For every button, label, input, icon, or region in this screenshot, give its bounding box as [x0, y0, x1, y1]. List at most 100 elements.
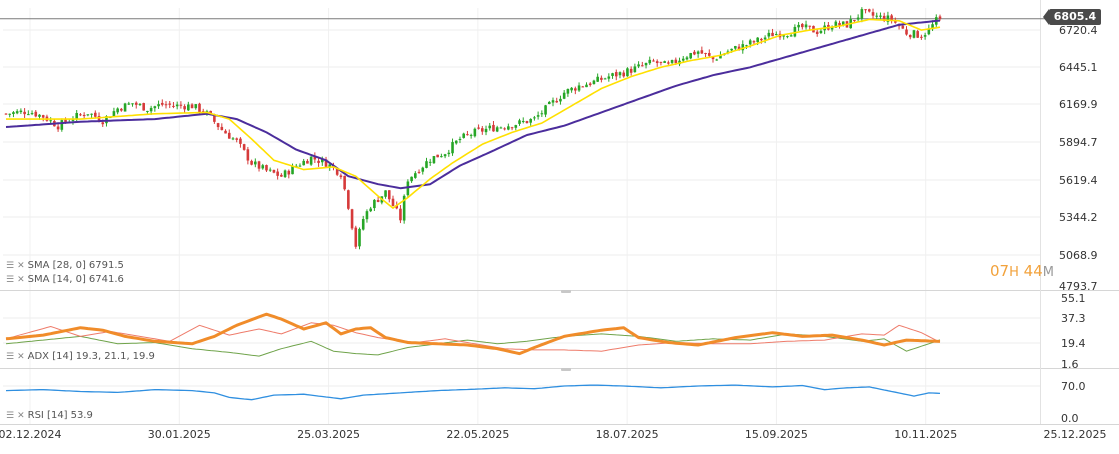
sma14-line: [6, 18, 941, 209]
adx-label: ADX [14]: [27, 351, 73, 362]
bull-candle: [566, 88, 570, 97]
candle-body: [339, 175, 343, 178]
bear-candle: [227, 129, 231, 139]
candle-body: [588, 83, 592, 86]
bear-candle: [864, 9, 867, 14]
rsi-legend: ☰ ✕ RSI [14] 53.9: [6, 410, 93, 421]
candle-body: [328, 164, 332, 168]
bear-candle: [629, 66, 633, 76]
bull-candle: [254, 158, 257, 168]
sma28-value: 6791.5: [88, 260, 124, 271]
candle-body: [469, 134, 473, 136]
bull-candle: [157, 100, 160, 109]
rsi-label: RSI [14]: [27, 410, 68, 421]
candle-body: [97, 115, 101, 122]
candle-body: [4, 113, 8, 115]
settings-icon[interactable]: ☰: [6, 351, 15, 362]
candle-body: [90, 113, 93, 115]
candle-body: [562, 92, 566, 99]
bear-candle: [707, 49, 711, 58]
pane-resize-handle[interactable]: [561, 290, 571, 293]
pane-resize-handle[interactable]: [561, 368, 571, 371]
candle-body: [198, 103, 201, 113]
close-icon[interactable]: ✕: [17, 410, 25, 421]
bull-candle: [488, 122, 492, 131]
bull-candle: [499, 126, 503, 129]
bear-candle: [827, 21, 830, 31]
candle-body: [555, 100, 559, 103]
candle-body: [886, 15, 890, 22]
candle-body: [853, 19, 856, 21]
close-icon[interactable]: ✕: [17, 351, 25, 362]
bull-candle: [15, 109, 19, 115]
candle-body: [213, 115, 216, 122]
bull-candle: [146, 110, 149, 114]
candle-body: [711, 56, 715, 60]
bull-candle: [268, 167, 272, 172]
candle-body: [696, 51, 700, 54]
settings-icon[interactable]: ☰: [6, 410, 15, 421]
candle-body: [56, 126, 60, 130]
candle-body: [875, 15, 879, 17]
candle-body: [250, 160, 253, 165]
bull-candle: [559, 95, 562, 105]
bear-candle: [172, 102, 175, 109]
bear-candle: [242, 143, 246, 151]
candle-body: [354, 227, 358, 247]
candle-body: [101, 122, 105, 125]
candle-body: [179, 104, 183, 106]
candle-body: [257, 161, 261, 169]
candle-body: [376, 200, 380, 202]
candle-body: [782, 35, 786, 37]
candle-body: [756, 37, 759, 43]
rsi-tick-label: 0.0: [1061, 412, 1079, 425]
candle-body: [227, 132, 231, 139]
bull-candle: [644, 62, 648, 69]
candle-body: [239, 138, 242, 144]
timer-hours: 07: [990, 262, 1010, 280]
bull-candle: [384, 190, 387, 199]
candle-body: [294, 165, 298, 167]
bull-candle: [425, 157, 428, 169]
candle-body: [648, 59, 652, 64]
bull-candle: [767, 29, 771, 40]
bear-candle: [120, 107, 123, 112]
candle-body: [23, 111, 26, 115]
candle-body: [149, 107, 153, 112]
candle-body: [436, 154, 439, 158]
close-icon[interactable]: ✕: [17, 274, 25, 285]
bear-candle: [655, 59, 659, 67]
bear-candle: [477, 124, 480, 130]
candle-body: [268, 169, 272, 171]
bear-candle: [354, 225, 358, 249]
candle-body: [815, 31, 819, 35]
bear-candle: [838, 20, 841, 29]
bear-candle: [905, 26, 908, 36]
bull-candle: [927, 24, 931, 36]
candle-body: [566, 88, 570, 94]
settings-icon[interactable]: ☰: [6, 260, 15, 271]
sma28-legend: ☰ ✕ SMA [28, 0] 6791.5: [6, 260, 124, 271]
candle-body: [123, 103, 127, 112]
candle-body: [347, 190, 350, 209]
candle-body: [440, 156, 443, 158]
close-icon[interactable]: ✕: [17, 260, 25, 271]
candle-body: [387, 190, 391, 200]
candle-body: [138, 104, 142, 106]
bear-candle: [771, 28, 774, 37]
candle-body: [261, 165, 265, 169]
candle-body: [518, 120, 521, 124]
candle-body: [499, 127, 503, 129]
candle-body: [302, 160, 305, 166]
bear-candle: [56, 123, 60, 132]
candles: [4, 7, 942, 250]
candle-body: [745, 45, 748, 47]
settings-icon[interactable]: ☰: [6, 274, 15, 285]
candle-body: [343, 175, 346, 190]
date-tick-label: 02.12.2024: [0, 428, 61, 441]
candle-body: [34, 111, 38, 117]
timer-hours-unit: H: [1009, 265, 1019, 280]
bear-candle: [815, 28, 819, 37]
adx-tick-label: 37.3: [1061, 312, 1086, 325]
